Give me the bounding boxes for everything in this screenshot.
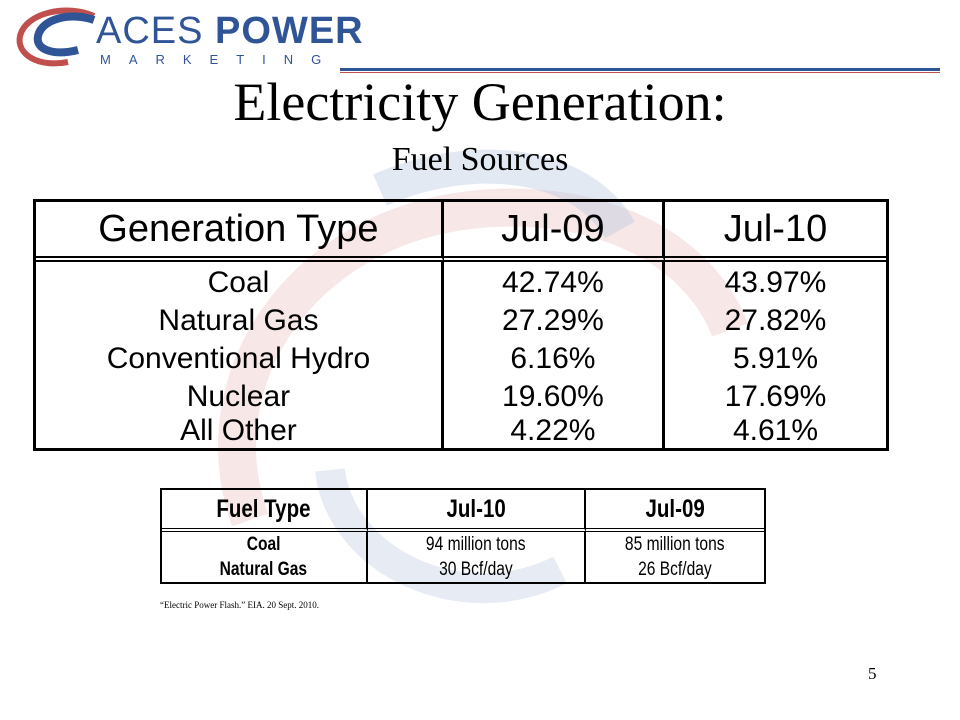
header-jul-10: Jul-10 [367, 490, 586, 532]
header-jul-09: Jul-09 [443, 202, 665, 262]
header-jul-09: Jul-09 [585, 490, 764, 532]
slide-subtitle: Fuel Sources [391, 141, 569, 178]
header-rule-red [340, 72, 940, 73]
row-value-jul-09: 6.16% [444, 340, 665, 378]
fuel-type-table: Fuel Type Jul-10 Jul-09 Coal 94 million … [160, 488, 766, 584]
header-jul-10: Jul-10 [664, 202, 886, 262]
row-value-jul-09: 19.60% [444, 378, 665, 416]
row-value-jul-09: 85 million tons [625, 534, 725, 555]
row-label: Coal [36, 262, 444, 302]
table-row: Natural Gas 30 Bcf/day 26 Bcf/day [162, 557, 764, 582]
row-value-jul-10: 17.69% [724, 380, 827, 413]
row-label: Natural Gas [162, 557, 368, 582]
row-label: Conventional Hydro [36, 340, 444, 378]
table-row: Natural Gas 27.29% 27.82% [36, 302, 886, 340]
generation-type-table: Generation Type Jul-09 Jul-10 Coal 42.74… [33, 199, 889, 451]
table-row: Conventional Hydro 6.16% 5.91% [36, 340, 886, 378]
row-label: Natural Gas [36, 302, 444, 340]
row-value-jul-09: 4.22% [444, 416, 665, 448]
row-label: Nuclear [36, 378, 444, 416]
row-label: All Other [36, 416, 444, 448]
logo-power-text: POWER [215, 10, 364, 52]
logo-wordmark: ACES POWER [96, 10, 364, 53]
row-value-jul-10: 94 million tons [368, 532, 586, 557]
row-label: Coal [162, 532, 368, 557]
table-row: Coal 94 million tons 85 million tons [162, 532, 764, 557]
row-value-jul-09: 42.74% [444, 262, 665, 302]
row-value-jul-09: 26 Bcf/day [638, 559, 712, 580]
table-row: Nuclear 19.60% 17.69% [36, 378, 886, 416]
table-row: All Other 4.22% 4.61% [36, 416, 886, 448]
table-row: Coal 42.74% 43.97% [36, 262, 886, 302]
aces-power-marketing-logo: ACES POWER MARKETING [8, 6, 368, 72]
logo-swoosh-icon [16, 7, 96, 67]
row-value-jul-10: 4.61% [732, 414, 819, 447]
logo-aces-text: ACES [96, 10, 204, 52]
source-citation: “Electric Power Flash.” EIA. 20 Sept. 20… [160, 600, 319, 610]
logo-marketing-text: MARKETING [100, 52, 340, 67]
fuel-table-header-row: Fuel Type Jul-10 Jul-09 [162, 490, 764, 532]
header-rule-blue [340, 68, 940, 71]
header-fuel-type: Fuel Type [162, 490, 368, 532]
page-number: 5 [868, 664, 877, 683]
header-generation-type: Generation Type [36, 202, 444, 262]
row-value-jul-10: 43.97% [724, 266, 827, 299]
row-value-jul-10: 30 Bcf/day [368, 557, 586, 582]
row-value-jul-10: 27.82% [724, 304, 827, 337]
generation-table-header-row: Generation Type Jul-09 Jul-10 [36, 202, 886, 262]
row-value-jul-10: 5.91% [732, 342, 819, 375]
slide-title: Electricity Generation: [233, 72, 727, 132]
row-value-jul-09: 27.29% [444, 302, 665, 340]
